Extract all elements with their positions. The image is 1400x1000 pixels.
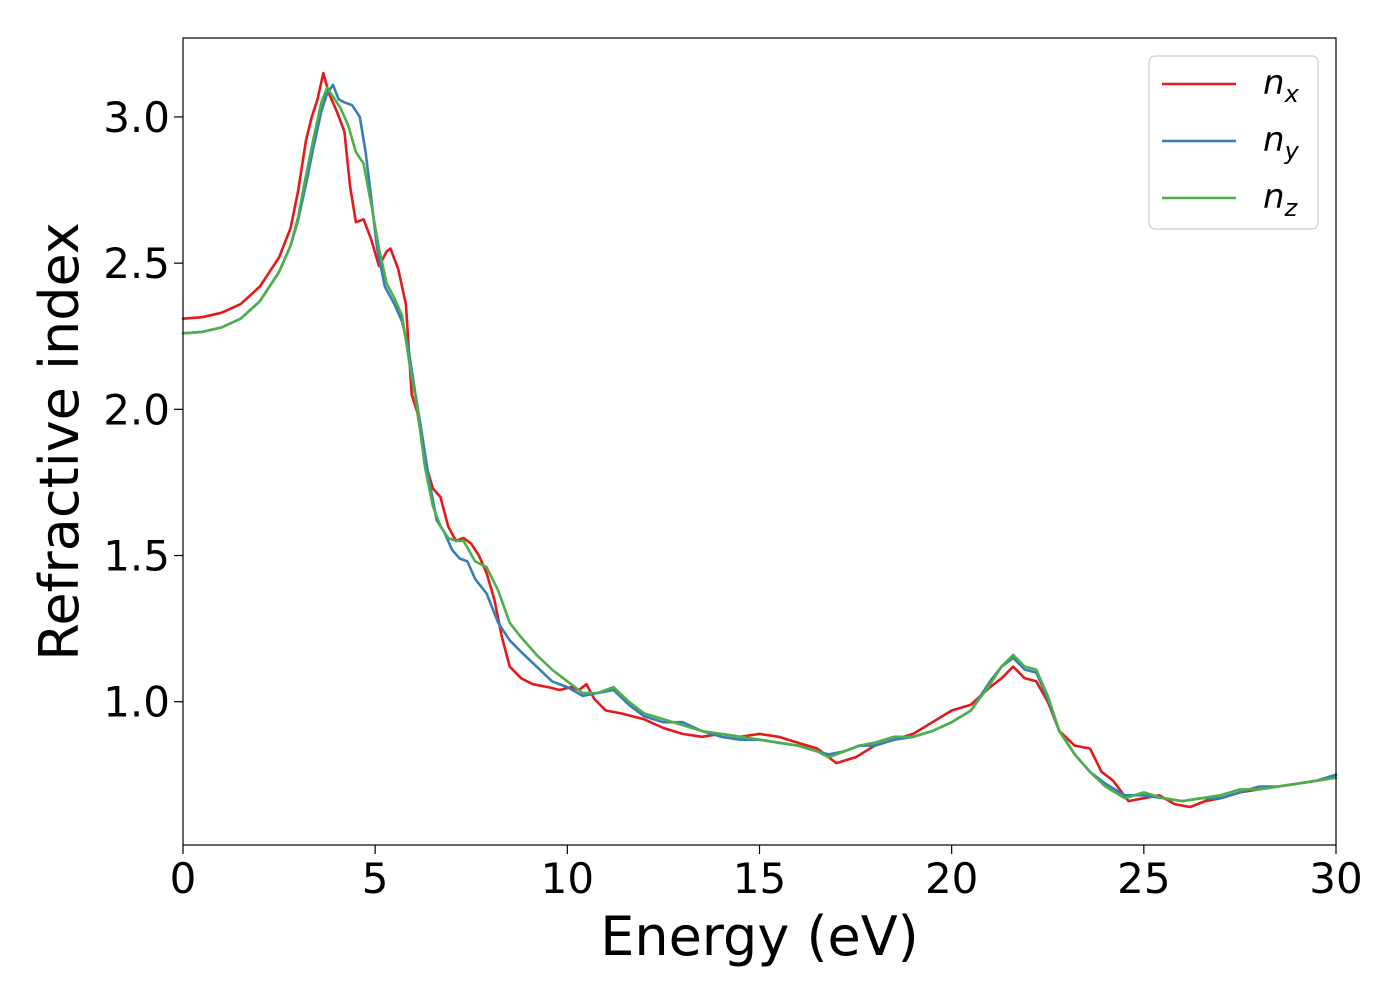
y-tick-label: 1.5 — [103, 532, 170, 581]
x-axis-ticks: 0 5 10 15 20 25 30 — [170, 845, 1363, 903]
series-line-n-z — [181, 86, 1338, 803]
y-tick-label: 3.0 — [103, 93, 170, 142]
legend-label-n-x: nx — [1263, 63, 1300, 108]
legend-frame — [1148, 55, 1319, 230]
y-tick-label: 2.0 — [103, 385, 170, 434]
series-line-n-x — [181, 71, 1338, 809]
x-tick-label: 15 — [733, 854, 786, 903]
series-layer — [181, 71, 1338, 809]
x-tick-label: 20 — [925, 854, 978, 903]
y-tick-label: 2.5 — [103, 239, 170, 288]
x-tick-label: 10 — [541, 854, 594, 903]
x-tick-label: 25 — [1117, 854, 1170, 903]
x-tick-label: 30 — [1309, 854, 1362, 903]
y-axis-ticks: 1.0 1.5 2.0 2.5 3.0 — [103, 93, 183, 727]
y-axis-label: Refractive index — [28, 222, 91, 661]
x-tick-label: 5 — [362, 854, 389, 903]
legend-label-n-y: ny — [1263, 120, 1300, 165]
y-tick-label: 1.0 — [103, 678, 170, 727]
x-axis-label: Energy (eV) — [600, 905, 919, 968]
x-tick-label: 0 — [170, 854, 197, 903]
